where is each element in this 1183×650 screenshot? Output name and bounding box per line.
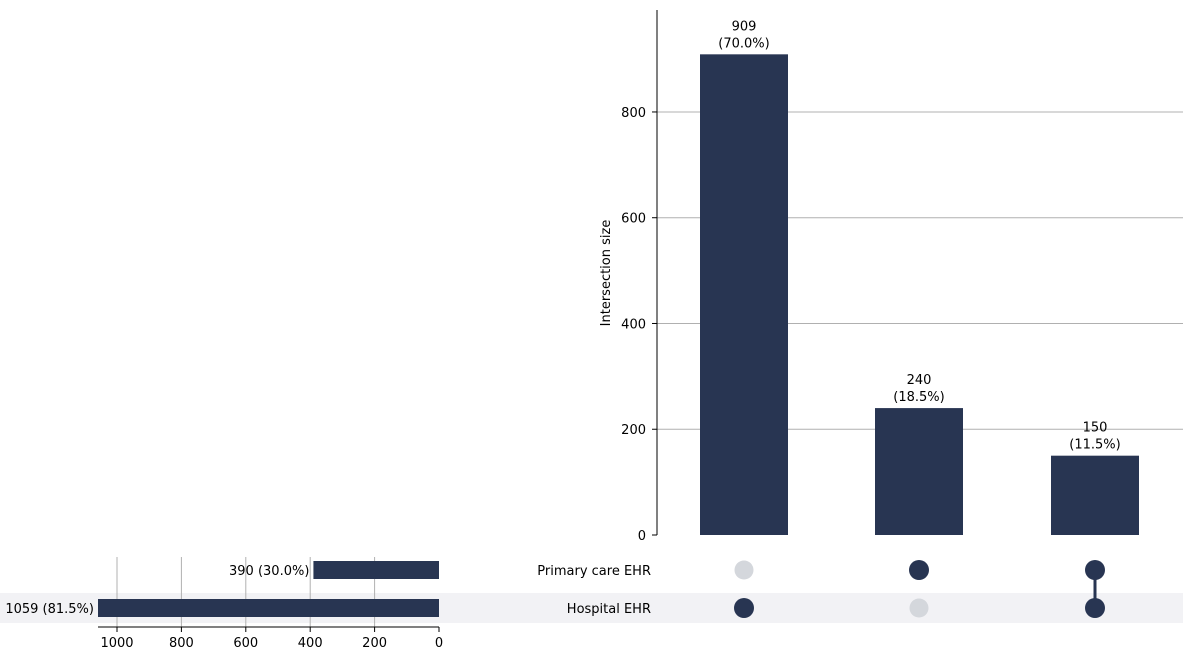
matrix-dot-active: [734, 598, 754, 618]
intersection-percent-label: (18.5%): [893, 390, 944, 405]
x-tick-label: 800: [169, 636, 194, 650]
y-tick-label: 800: [621, 106, 646, 121]
matrix-dot-active: [1085, 598, 1105, 618]
x-tick-label: 600: [233, 636, 258, 650]
set-size-x-axis: 1000 800 600 400 200 0: [98, 626, 443, 650]
set-size-labels: 390 (30.0%) 1059 (81.5%): [5, 564, 309, 617]
y-tick-label: 400: [621, 317, 646, 332]
membership-matrix: [734, 560, 1105, 618]
intersection-count-label: 909: [732, 19, 757, 34]
set-size-bar: [313, 561, 439, 579]
matrix-dot-inactive: [909, 598, 929, 618]
intersection-count-label: 150: [1083, 421, 1108, 436]
intersection-bar: [700, 54, 788, 535]
matrix-dot-inactive: [734, 560, 754, 580]
set-size-bar: [98, 599, 439, 617]
x-tick-label: 1000: [100, 636, 133, 650]
intersection-percent-label: (11.5%): [1069, 438, 1120, 453]
x-tick-label: 400: [298, 636, 323, 650]
intersection-y-axis: 0 200 400 600 800: [621, 10, 658, 544]
set-name-labels: Primary care EHR Hospital EHR: [537, 564, 651, 617]
x-tick-label: 0: [435, 636, 443, 650]
intersection-count-label: 240: [907, 373, 932, 388]
set-size-label: 390 (30.0%): [229, 564, 309, 579]
y-axis-label: Intersection size: [599, 220, 614, 327]
intersection-bar-labels: 909 (70.0%) 240 (18.5%) 150 (11.5%): [718, 19, 1120, 452]
matrix-dot-active: [1085, 560, 1105, 580]
y-tick-label: 200: [621, 423, 646, 438]
intersection-percent-label: (70.0%): [718, 36, 769, 51]
y-tick-label: 0: [638, 529, 646, 544]
set-name-label: Primary care EHR: [537, 564, 651, 579]
matrix-dot-active: [909, 560, 929, 580]
y-tick-label: 600: [621, 212, 646, 227]
intersection-bars: [700, 54, 1139, 535]
set-size-bars: [98, 561, 439, 617]
x-tick-label: 200: [362, 636, 387, 650]
intersection-bar: [1051, 455, 1139, 535]
set-name-label: Hospital EHR: [567, 602, 651, 617]
intersection-bar: [875, 408, 963, 535]
set-size-label: 1059 (81.5%): [5, 602, 94, 617]
gridlines: [116, 111, 1183, 627]
